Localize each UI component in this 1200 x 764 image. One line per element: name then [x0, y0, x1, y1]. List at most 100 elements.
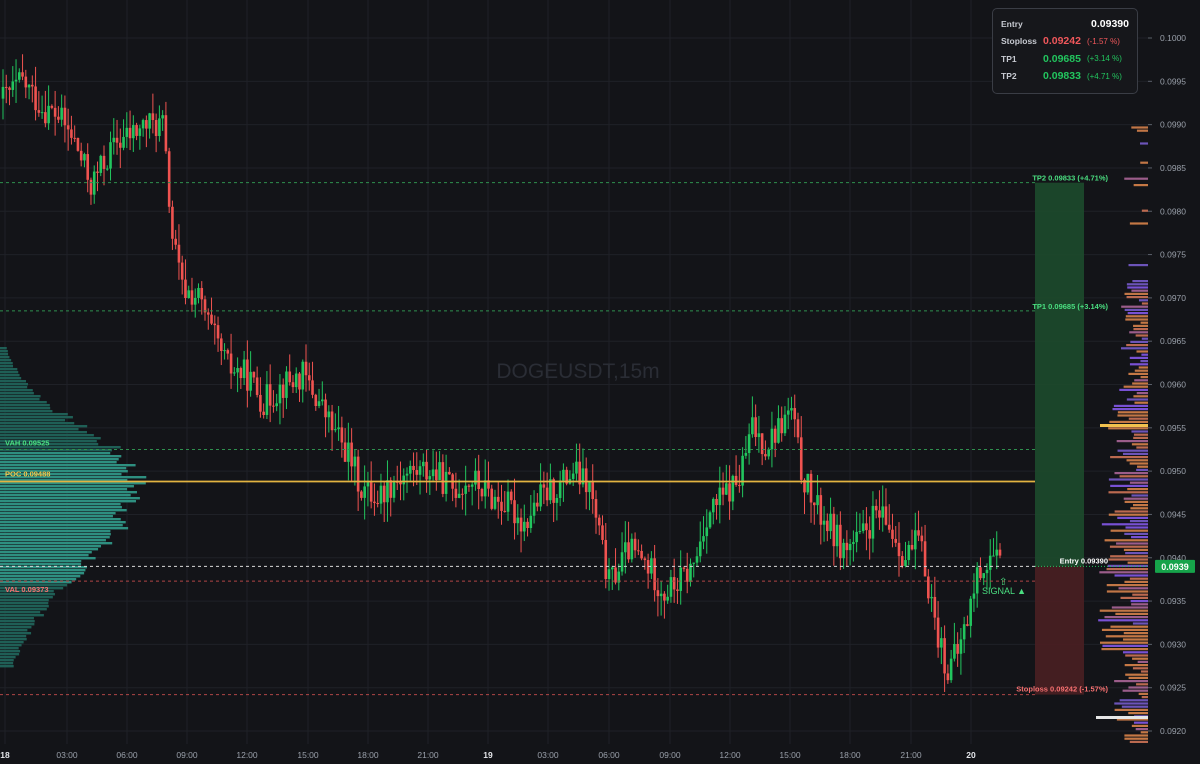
- candle-body: [118, 142, 122, 148]
- candle-body: [992, 555, 995, 557]
- candle: [262, 403, 265, 419]
- profile-bar: [1119, 475, 1148, 478]
- candle: [31, 75, 34, 103]
- candle: [803, 478, 806, 515]
- candle: [666, 584, 669, 604]
- candle-body: [311, 380, 314, 395]
- profile-bar: [0, 395, 41, 398]
- candle-body: [617, 571, 621, 583]
- candle-body: [509, 491, 513, 501]
- candle-body: [940, 638, 943, 648]
- candle: [790, 396, 793, 420]
- profile-bar: [1133, 436, 1148, 439]
- candle-body: [904, 560, 907, 567]
- candle-body: [314, 394, 318, 407]
- candle: [653, 544, 656, 602]
- profile-bar: [1122, 452, 1148, 455]
- candle-body: [786, 410, 790, 415]
- candle: [848, 538, 852, 566]
- profile-bar: [0, 479, 128, 482]
- profile-bar: [0, 521, 126, 524]
- profile-bar: [1130, 340, 1148, 343]
- candle: [206, 308, 210, 330]
- candle-body: [151, 113, 155, 121]
- candle-body: [347, 442, 350, 462]
- candle: [444, 454, 448, 502]
- candle: [584, 457, 588, 510]
- candle-body: [588, 482, 591, 493]
- candle-body: [177, 244, 181, 263]
- candle: [203, 295, 207, 321]
- candle-body: [653, 558, 656, 591]
- profile-bar: [1101, 628, 1148, 631]
- tp-zone: [1035, 182, 1084, 567]
- profile-bar: [1123, 385, 1148, 388]
- candle-body: [249, 371, 252, 391]
- profile-bar: [1112, 408, 1148, 411]
- candle: [161, 110, 164, 131]
- candle: [27, 83, 31, 100]
- candle-body: [780, 418, 784, 434]
- profile-bar: [0, 539, 106, 542]
- candle: [920, 526, 924, 552]
- candle: [242, 350, 246, 385]
- candle-body: [995, 549, 999, 556]
- candle: [366, 471, 370, 507]
- candle: [402, 468, 406, 501]
- price-tick-label: 0.0925: [1160, 683, 1186, 693]
- entry-label: Entry 0.09390: [1060, 556, 1108, 565]
- profile-bar: [1141, 696, 1148, 699]
- candle: [438, 451, 441, 481]
- profile-bar: [1138, 692, 1148, 695]
- profile-bar: [1127, 488, 1148, 491]
- candle-body: [754, 417, 757, 438]
- candle-body: [66, 125, 70, 130]
- candle-body: [272, 405, 275, 407]
- profile-bar: [1128, 264, 1148, 267]
- candle: [334, 413, 337, 433]
- candle-body: [281, 384, 285, 398]
- candle: [731, 474, 735, 511]
- candle: [998, 543, 1002, 559]
- profile-bar: [1134, 379, 1148, 382]
- candle-body: [167, 151, 171, 207]
- profile-bar-hvn: [1096, 716, 1148, 719]
- profile-bar: [0, 452, 111, 455]
- candle-body: [542, 484, 546, 488]
- candle: [369, 461, 373, 509]
- candle-body: [770, 428, 774, 450]
- candle-body: [806, 473, 810, 493]
- candle: [871, 491, 875, 553]
- profile-bar: [1128, 676, 1148, 679]
- profile-bar: [1123, 548, 1148, 551]
- candle: [132, 115, 135, 152]
- candle: [167, 147, 171, 214]
- candle-body: [829, 513, 832, 532]
- candle-body: [379, 485, 383, 504]
- candle-body: [601, 525, 604, 540]
- profile-bar: [1131, 289, 1148, 292]
- candle-body: [291, 382, 295, 388]
- candle-body: [229, 353, 233, 374]
- candle: [184, 259, 187, 305]
- profile-bar: [1140, 670, 1148, 673]
- profile-bar: [1105, 635, 1148, 638]
- candle-body: [783, 414, 787, 434]
- candle-body: [982, 573, 986, 579]
- profile-bar: [0, 554, 89, 557]
- candle-body: [773, 428, 777, 443]
- profile-bar: [1123, 638, 1148, 641]
- candle-body: [96, 171, 99, 173]
- profile-bar: [0, 353, 9, 356]
- candle-body: [11, 81, 15, 90]
- profile-bar: [0, 647, 19, 650]
- candle: [418, 460, 422, 495]
- candle-body: [936, 617, 940, 648]
- candle: [246, 340, 249, 408]
- candle: [633, 532, 637, 558]
- candle: [702, 516, 705, 550]
- profile-bar: [1132, 280, 1148, 283]
- profile-bar: [0, 425, 88, 428]
- candle-body: [549, 479, 552, 501]
- candle: [747, 423, 751, 465]
